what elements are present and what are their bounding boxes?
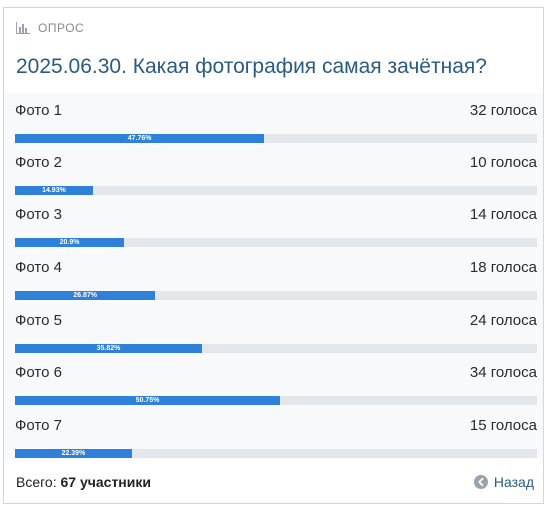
option-votes: 32 голоса — [469, 102, 537, 119]
option-percent: 14.93% — [42, 187, 66, 194]
option-bar-fill: 14.93% — [15, 186, 93, 195]
option-label: Фото 5 — [15, 312, 62, 329]
option-percent: 22.39% — [61, 450, 86, 457]
option-votes: 18 голоса — [469, 259, 537, 276]
bar-chart-icon — [16, 22, 30, 34]
total-prefix: Всего: — [16, 474, 57, 490]
poll-title: 2025.06.30. Какая фотография самая зачёт… — [16, 55, 487, 78]
arrow-left-circle-icon — [473, 475, 488, 489]
option-percent: 50.75% — [135, 397, 160, 404]
option-bar-track: 26.87% — [15, 291, 537, 300]
option-votes: 14 голоса — [469, 206, 537, 223]
option-percent: 35.82% — [96, 345, 121, 352]
poll-header-label: ОПРОС — [38, 21, 85, 35]
poll-widget: ОПРОС 2025.06.30. Какая фотография самая… — [3, 7, 544, 504]
option-label: Фото 2 — [15, 154, 62, 171]
option-bar-fill: 47.76% — [15, 134, 265, 143]
option-bar-fill: 20.9% — [15, 238, 125, 247]
option-label: Фото 4 — [15, 259, 62, 276]
option-bar-track: 50.75% — [15, 396, 537, 405]
option-votes: 24 голоса — [469, 312, 537, 329]
option-label: Фото 3 — [15, 206, 62, 223]
option-bar-track: 22.39% — [15, 449, 537, 458]
back-label[interactable]: Назад — [493, 474, 534, 490]
option-percent: 26.87% — [73, 292, 97, 299]
option-bar-fill: 35.82% — [15, 344, 202, 353]
option-label: Фото 1 — [15, 102, 62, 119]
total-participants: Всего: 67 участники — [16, 474, 151, 490]
total-value: 67 участники — [60, 474, 151, 490]
option-percent: 20.9% — [59, 239, 80, 246]
option-bar-fill: 22.39% — [15, 449, 132, 458]
option-bar-track: 47.76% — [15, 134, 537, 143]
back-button[interactable]: Назад — [473, 474, 534, 490]
poll-options: Фото 1 32 голоса 47.76% Фото 2 10 голоса… — [4, 93, 543, 459]
option-bar-track: 14.93% — [15, 186, 537, 195]
option-label: Фото 7 — [15, 417, 62, 434]
option-votes: 34 голоса — [469, 364, 537, 381]
option-bar-track: 35.82% — [15, 344, 537, 353]
option-bar-track: 20.9% — [15, 238, 537, 247]
poll-header: ОПРОС — [16, 21, 84, 35]
option-votes: 10 голоса — [469, 154, 537, 171]
option-bar-fill: 26.87% — [15, 291, 156, 300]
option-percent: 47.76% — [127, 135, 152, 142]
option-label: Фото 6 — [15, 364, 62, 381]
option-bar-fill: 50.75% — [15, 396, 280, 405]
option-votes: 15 голоса — [469, 417, 537, 434]
